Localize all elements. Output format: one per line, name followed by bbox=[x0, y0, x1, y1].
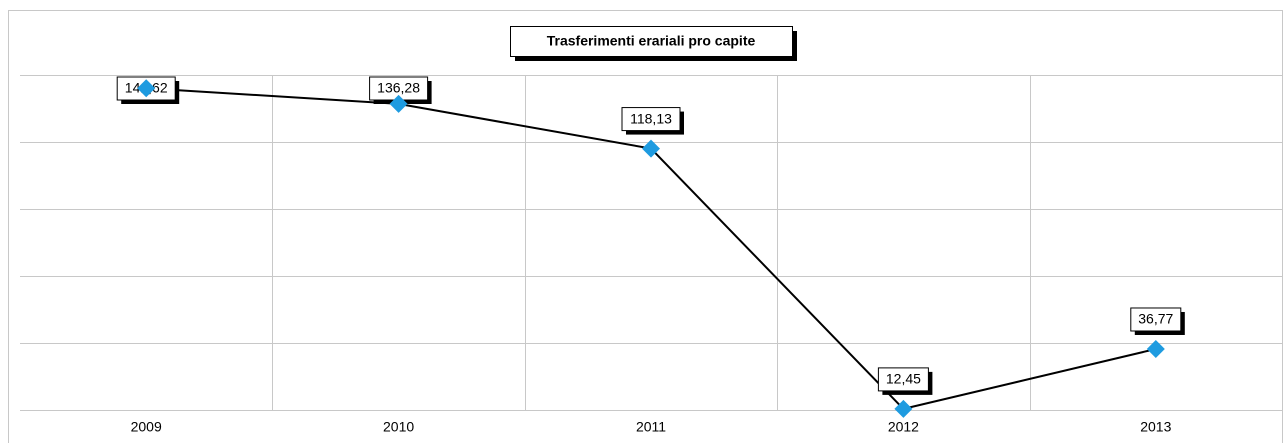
data-label: 118,13 bbox=[630, 110, 672, 126]
x-tick-label: 2009 bbox=[131, 419, 162, 435]
chart-title: Trasferimenti erariali pro capite bbox=[547, 33, 756, 49]
marker bbox=[137, 79, 156, 98]
label-box bbox=[621, 107, 681, 132]
data-label: 12,45 bbox=[886, 371, 921, 387]
label-box bbox=[877, 367, 929, 392]
chart-frame bbox=[8, 10, 1283, 448]
plot-area bbox=[20, 75, 1282, 411]
x-tick-label: 2012 bbox=[888, 419, 919, 435]
title-box bbox=[510, 26, 793, 57]
label-box bbox=[1130, 307, 1182, 332]
data-label: 36,77 bbox=[1138, 311, 1173, 327]
x-tick-label: 2010 bbox=[383, 419, 414, 435]
x-tick-label: 2011 bbox=[636, 419, 666, 435]
data-label: 136,28 bbox=[377, 80, 420, 96]
marker bbox=[1146, 339, 1165, 358]
marker bbox=[894, 399, 913, 418]
marker bbox=[389, 94, 408, 113]
x-tick-label: 2013 bbox=[1140, 419, 1171, 435]
marker bbox=[642, 139, 660, 158]
